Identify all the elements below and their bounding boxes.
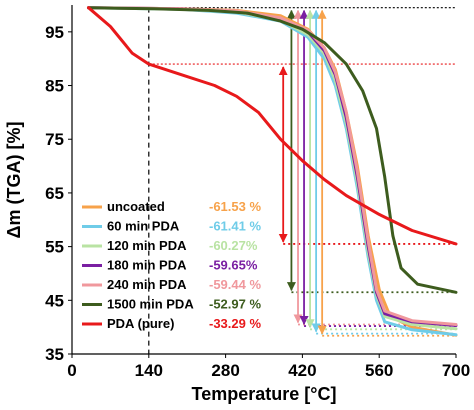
- legend-label-3: 180 min PDA: [107, 258, 187, 273]
- series-line-6: [87, 6, 458, 246]
- y-tick-label: 45: [45, 291, 64, 310]
- y-tick-label: 95: [45, 23, 64, 42]
- y-tick-label: 75: [45, 130, 64, 149]
- x-tick-label: 140: [135, 361, 163, 380]
- legend-value-0: -61.53 %: [209, 199, 261, 214]
- legend-label-1: 60 min PDA: [107, 219, 180, 234]
- x-axis-title: Temperature [°C]: [192, 384, 337, 404]
- legend-value-4: -59.44 %: [209, 277, 261, 292]
- legend-value-3: -59.65%: [209, 258, 258, 273]
- y-tick-label: 35: [45, 345, 64, 364]
- legend-label-6: PDA (pure): [107, 316, 174, 331]
- legend-value-6: -33.29 %: [209, 316, 261, 331]
- x-tick-label: 420: [288, 361, 316, 380]
- legend-label-2: 120 min PDA: [107, 238, 187, 253]
- y-tick-label: 65: [45, 184, 64, 203]
- x-tick-label: 280: [211, 361, 239, 380]
- y-tick-label: 55: [45, 238, 64, 257]
- legend: uncoated -61.53 % 60 min PDA -61.41 % 120 mi…: [82, 199, 261, 331]
- legend-label-4: 240 min PDA: [107, 277, 187, 292]
- legend-label-0: uncoated: [107, 199, 165, 214]
- legend-value-1: -61.41 %: [209, 219, 261, 234]
- series-layer: [87, 6, 458, 337]
- x-tick-label: 0: [67, 361, 76, 380]
- axes-layer: [71, 5, 456, 355]
- y-tick-label: 85: [45, 77, 64, 96]
- x-tick-label: 560: [365, 361, 393, 380]
- ticks-layer: 0 140 280 420 560 700 35 45 55 65 75 85 95: [45, 23, 470, 380]
- x-tick-label: 700: [442, 361, 470, 380]
- legend-value-2: -60.27%: [209, 238, 258, 253]
- y-axis-title: Δm (TGA) [%]: [4, 122, 24, 239]
- series-line-5: [87, 6, 458, 294]
- legend-value-5: -52.97 %: [209, 297, 261, 312]
- legend-label-5: 1500 min PDA: [107, 297, 194, 312]
